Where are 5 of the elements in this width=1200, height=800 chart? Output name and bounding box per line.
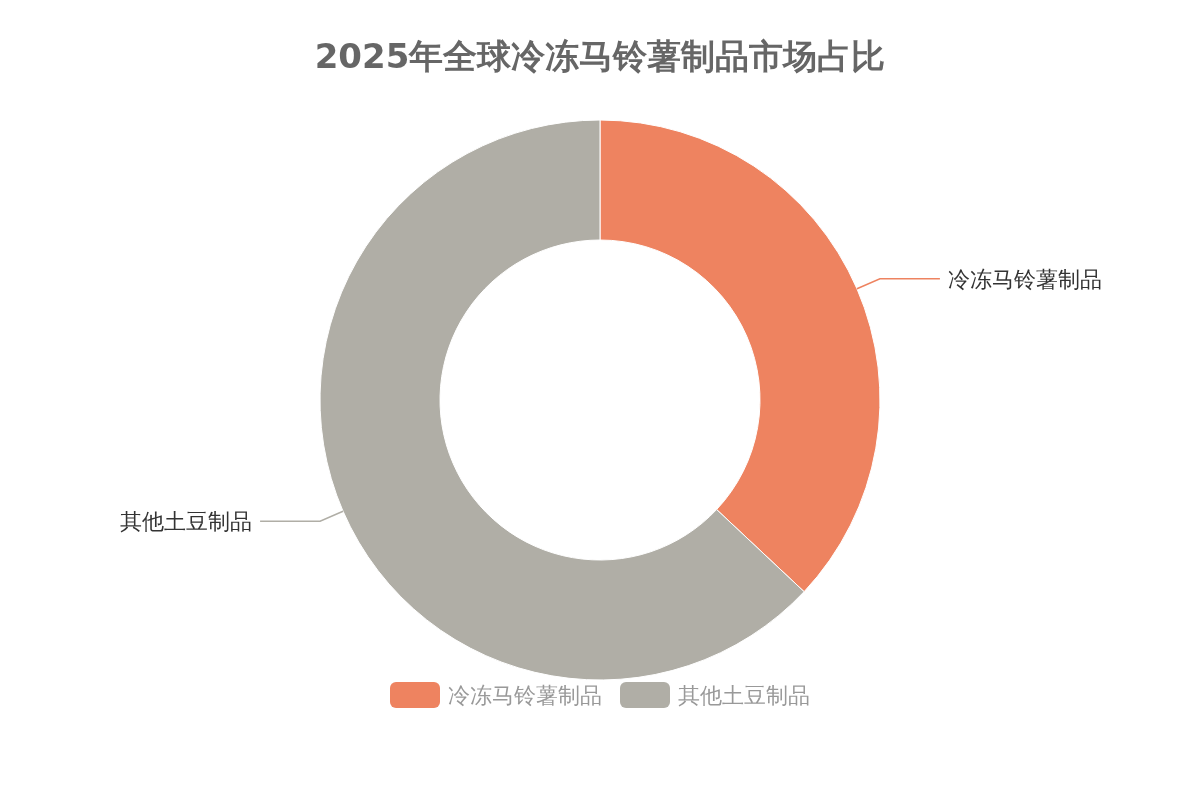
legend-label: 其他土豆制品 <box>678 683 810 708</box>
slice-label: 其他土豆制品 <box>120 509 253 535</box>
slice-label: 冷冻马铃薯制品 <box>947 266 1102 292</box>
legend-label: 冷冻马铃薯制品 <box>448 683 602 708</box>
chart-title: 2025年全球冷冻马铃薯制品市场占比 <box>314 36 886 76</box>
